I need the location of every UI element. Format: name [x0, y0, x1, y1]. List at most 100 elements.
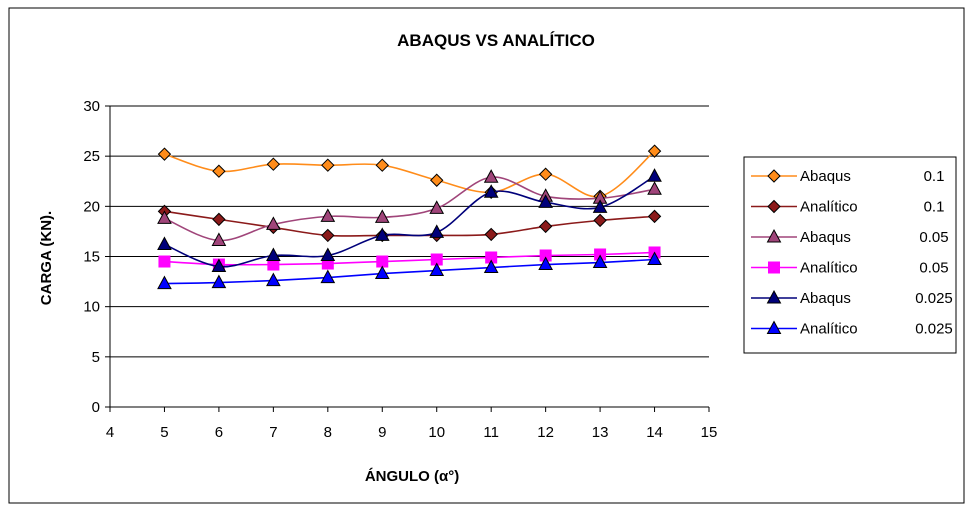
- data-point: [538, 256, 553, 271]
- series-0: [157, 144, 662, 204]
- data-point: [266, 216, 281, 230]
- legend-item-5: Analítico 0.025: [751, 320, 953, 338]
- data-point: [538, 219, 553, 234]
- grid-layer: [110, 105, 709, 358]
- data-point: [266, 272, 281, 287]
- data-point: [647, 168, 662, 182]
- y-tick-label: 15: [83, 249, 100, 266]
- x-tick-label: 7: [269, 424, 277, 441]
- series-4: [157, 168, 662, 273]
- data-point: [483, 169, 499, 183]
- y-axis-title: CARGA (KN).: [38, 211, 55, 305]
- series-line-3: [164, 251, 655, 266]
- x-tick-label: 11: [483, 424, 499, 441]
- series-line-2: [164, 176, 655, 242]
- data-point: [484, 227, 498, 242]
- legend-series-name: Analítico: [800, 260, 858, 277]
- legend-marker: [768, 261, 780, 274]
- y-tick-label: 5: [92, 349, 100, 366]
- series-line-5: [164, 258, 655, 285]
- x-tick-label: 15: [701, 424, 718, 441]
- legend-marker: [767, 169, 781, 183]
- legend-series-name: Abaqus: [800, 168, 851, 185]
- data-point: [376, 255, 389, 268]
- legend-series-param: 0.1: [924, 199, 945, 216]
- data-point: [647, 144, 662, 158]
- data-point: [374, 265, 390, 280]
- data-point: [592, 254, 608, 269]
- data-point: [158, 255, 171, 268]
- legend-item-3: Analítico 0.05: [751, 260, 949, 277]
- x-tick-label: 6: [215, 424, 223, 441]
- series-2: [157, 169, 662, 246]
- data-point: [320, 247, 336, 261]
- x-tick-label: 5: [160, 424, 168, 441]
- legend-series-name: Abaqus: [800, 290, 851, 307]
- legend-series-param: 0.05: [919, 229, 948, 246]
- legend-item-0: Abaqus 0.1: [751, 168, 944, 185]
- legend-item-2: Abaqus 0.05: [751, 228, 949, 246]
- x-tick-label: 14: [646, 424, 663, 441]
- legend-marker: [766, 320, 782, 334]
- data-point: [429, 224, 445, 238]
- data-point: [211, 274, 227, 289]
- x-tick-label: 4: [106, 424, 114, 441]
- y-tick-label: 0: [92, 399, 100, 416]
- x-tick-label: 9: [378, 424, 386, 441]
- series-5: [157, 251, 662, 290]
- legend-box: [743, 156, 957, 354]
- data-point: [321, 228, 335, 243]
- data-point: [212, 164, 226, 178]
- series-line-4: [164, 175, 655, 268]
- legend-series-name: Analítico: [800, 199, 858, 216]
- data-point: [374, 227, 390, 241]
- data-point: [647, 181, 662, 195]
- y-tick-label: 10: [83, 299, 100, 316]
- legend-series-name: Abaqus: [800, 229, 851, 246]
- chart-title: ABAQUS VS ANALÍTICO: [397, 31, 595, 50]
- legend-marker: [767, 199, 781, 214]
- x-tick-label: 13: [592, 424, 609, 441]
- legend-series-name: Analítico: [800, 321, 858, 338]
- x-tick-label: 10: [428, 424, 445, 441]
- axes-layer: 0 5 10 15 20 25 30 4 5 6 7 8 9 10 11 12 13 14 15: [83, 98, 717, 441]
- data-point: [266, 247, 281, 261]
- data-point: [212, 212, 226, 227]
- legend-marker: [766, 289, 782, 304]
- legend-item-1: Analítico 0.1: [751, 199, 944, 216]
- x-tick-label: 12: [537, 424, 554, 441]
- legend-series-param: 0.05: [919, 260, 948, 277]
- data-point: [211, 258, 227, 273]
- data-point: [211, 232, 227, 246]
- y-tick-label: 25: [83, 148, 100, 165]
- x-tick-label: 8: [324, 424, 332, 441]
- data-point: [483, 184, 499, 198]
- series-line-0: [164, 150, 656, 198]
- data-point: [320, 208, 336, 222]
- series-layer: [157, 144, 662, 290]
- data-point: [593, 213, 607, 228]
- data-point: [321, 158, 335, 172]
- data-point: [538, 167, 553, 181]
- y-tick-label: 20: [83, 198, 100, 215]
- data-point: [374, 209, 390, 223]
- data-point: [647, 251, 662, 266]
- data-point: [430, 173, 444, 187]
- legend-series-param: 0.025: [915, 290, 953, 307]
- legend-series-param: 0.025: [915, 321, 953, 338]
- data-point: [266, 157, 281, 171]
- legend-item-4: Abaqus 0.025: [751, 289, 953, 307]
- data-point: [592, 199, 608, 213]
- data-point: [157, 147, 172, 161]
- data-point: [157, 236, 172, 250]
- data-point: [157, 210, 172, 224]
- x-axis-title: ÁNGULO (α°): [365, 468, 459, 485]
- legend-series-param: 0.1: [924, 168, 945, 185]
- data-point: [429, 262, 445, 277]
- data-point: [483, 259, 499, 274]
- y-tick-label: 30: [83, 98, 100, 115]
- data-point: [538, 194, 553, 208]
